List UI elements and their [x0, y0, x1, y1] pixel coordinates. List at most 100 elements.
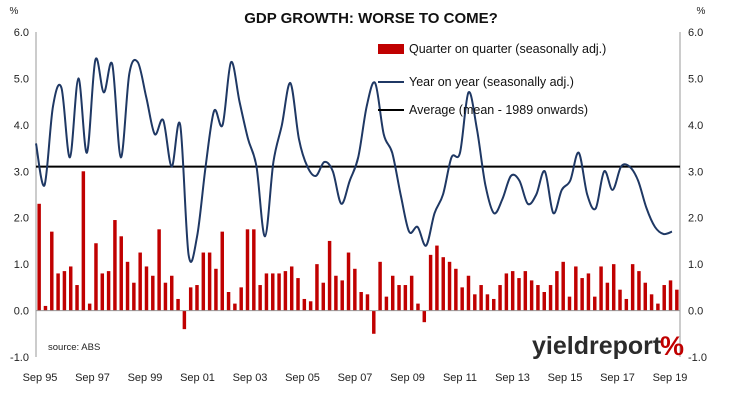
legend: Quarter on quarter (seasonally adj.) Yea…	[378, 42, 606, 117]
bar-quarter-on-quarter	[252, 229, 256, 311]
bar-quarter-on-quarter	[555, 271, 559, 311]
x-tick-label: Sep 17	[600, 372, 635, 384]
chart-title: GDP GROWTH: WORSE TO COME?	[244, 10, 498, 27]
bar-quarter-on-quarter	[207, 252, 212, 311]
bar-quarter-on-quarter	[106, 271, 111, 311]
bar-quarter-on-quarter	[144, 266, 149, 311]
bar-quarter-on-quarter	[340, 280, 344, 311]
line-series-year-on-year	[35, 57, 673, 263]
bar-quarter-on-quarter	[536, 285, 540, 311]
bar-quarter-on-quarter	[87, 303, 92, 311]
y-unit-right: %	[697, 6, 706, 17]
x-tick-label: Sep 05	[285, 372, 320, 384]
bar-quarter-on-quarter	[233, 303, 237, 311]
x-tick-label: Sep 19	[653, 372, 688, 384]
bar-quarter-on-quarter	[315, 264, 319, 311]
y-tick-label-left: 6.0	[14, 27, 29, 39]
y-tick-label-right: 6.0	[688, 27, 703, 39]
bar-quarter-on-quarter	[643, 282, 648, 311]
x-tick-label: Sep 01	[180, 372, 215, 384]
y-tick-label-left: 5.0	[14, 73, 29, 85]
bar-quarter-on-quarter	[561, 261, 565, 311]
bar-quarter-on-quarter	[593, 296, 597, 311]
bar-quarter-on-quarter	[132, 282, 136, 311]
y-axis-right: 6.0 5.0 4.0 3.0 2.0 1.0 0.0 -1.0	[688, 27, 707, 364]
yieldreport-logo: yieldreport %	[532, 331, 684, 361]
x-tick-label: Sep 97	[75, 372, 110, 384]
bar-quarter-on-quarter	[510, 271, 515, 311]
bar-quarter-on-quarter	[37, 203, 41, 311]
bar-quarter-on-quarter	[245, 229, 250, 311]
bar-quarter-on-quarter	[574, 266, 578, 311]
bar-quarter-on-quarter	[56, 273, 60, 311]
bar-quarter-on-quarter	[119, 236, 123, 311]
bar-quarter-on-quarter	[68, 266, 73, 311]
bar-quarter-on-quarter	[100, 273, 105, 311]
logo-wordmark: yieldreport	[532, 332, 662, 360]
bar-quarter-on-quarter	[43, 305, 48, 311]
bar-series-quarter-on-quarter	[37, 171, 679, 334]
x-tick-label: Sep 95	[23, 372, 58, 384]
bar-quarter-on-quarter	[296, 278, 300, 311]
source-note: source: ABS	[48, 342, 100, 353]
bar-quarter-on-quarter	[656, 303, 660, 311]
bar-quarter-on-quarter	[542, 292, 546, 311]
legend-swatch-quarter-on-quarter	[378, 44, 404, 54]
x-tick-label: Sep 09	[390, 372, 425, 384]
bar-quarter-on-quarter	[397, 285, 401, 311]
bar-quarter-on-quarter	[283, 271, 288, 311]
legend-label-year-on-year: Year on year (seasonally adj.)	[409, 75, 574, 89]
bar-quarter-on-quarter	[548, 285, 553, 311]
y-tick-label-left: 3.0	[14, 166, 29, 178]
bar-quarter-on-quarter	[94, 243, 98, 311]
bar-quarter-on-quarter	[188, 287, 193, 311]
bar-quarter-on-quarter	[466, 275, 471, 311]
bar-quarter-on-quarter	[75, 285, 79, 311]
bar-quarter-on-quarter	[138, 252, 142, 311]
bar-quarter-on-quarter	[277, 273, 281, 311]
bar-quarter-on-quarter	[416, 303, 420, 311]
bar-quarter-on-quarter	[599, 266, 603, 311]
bar-quarter-on-quarter	[201, 252, 206, 311]
legend-label-average: Average (mean - 1989 onwards)	[409, 103, 588, 117]
bar-quarter-on-quarter	[618, 289, 622, 311]
bar-quarter-on-quarter	[630, 264, 635, 311]
y-tick-label-right: 4.0	[688, 120, 703, 132]
x-tick-label: Sep 99	[128, 372, 163, 384]
bar-quarter-on-quarter	[170, 275, 174, 311]
bar-quarter-on-quarter	[586, 273, 591, 311]
bar-quarter-on-quarter	[611, 264, 616, 311]
y-tick-label-right: -1.0	[688, 352, 707, 364]
bar-quarter-on-quarter	[214, 268, 218, 311]
x-tick-label: Sep 15	[548, 372, 583, 384]
y-tick-label-left: -1.0	[10, 352, 29, 364]
bar-quarter-on-quarter	[498, 285, 502, 311]
bar-quarter-on-quarter	[327, 240, 332, 311]
bar-quarter-on-quarter	[624, 298, 629, 311]
bar-quarter-on-quarter	[334, 275, 338, 311]
bar-quarter-on-quarter	[321, 282, 326, 311]
bar-quarter-on-quarter	[441, 257, 445, 311]
y-tick-label-left: 2.0	[14, 213, 29, 225]
bar-quarter-on-quarter	[479, 285, 483, 311]
bar-quarter-on-quarter	[346, 252, 351, 311]
bar-quarter-on-quarter	[163, 282, 168, 311]
bar-quarter-on-quarter	[435, 245, 439, 311]
bar-quarter-on-quarter	[529, 280, 534, 311]
bar-quarter-on-quarter	[353, 268, 357, 311]
logo-percent-mark: %	[660, 331, 684, 361]
x-axis: Sep 95 Sep 97 Sep 99 Sep 01 Sep 03 Sep 05 Sep …	[23, 372, 688, 384]
bar-quarter-on-quarter	[264, 273, 269, 311]
bar-quarter-on-quarter	[492, 298, 496, 311]
bar-quarter-on-quarter	[580, 278, 584, 311]
y-tick-label-right: 0.0	[688, 306, 703, 318]
bar-quarter-on-quarter	[226, 292, 231, 311]
x-tick-label: Sep 07	[338, 372, 373, 384]
bar-quarter-on-quarter	[675, 289, 679, 311]
bar-quarter-on-quarter	[113, 220, 117, 311]
bar-quarter-on-quarter	[372, 310, 376, 334]
bar-quarter-on-quarter	[605, 282, 610, 311]
bar-quarter-on-quarter	[649, 294, 654, 311]
bar-quarter-on-quarter	[220, 231, 224, 311]
bar-quarter-on-quarter	[125, 261, 130, 311]
